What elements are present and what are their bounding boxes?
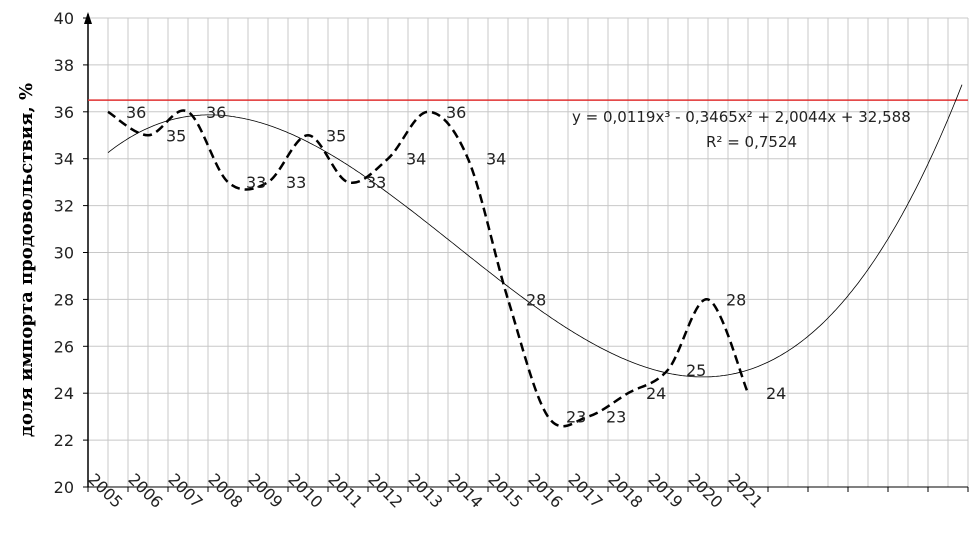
y-tick-label: 36 <box>54 103 74 122</box>
data-label: 35 <box>326 126 346 145</box>
x-tick-label: 2021 <box>724 470 766 512</box>
data-label: 34 <box>486 150 506 169</box>
trend-equation: y = 0,0119x³ - 0,3465x² + 2,0044x + 32,5… <box>572 108 911 126</box>
y-tick-label: 34 <box>54 150 74 169</box>
data-label: 24 <box>766 384 786 403</box>
x-tick-label: 2008 <box>204 470 246 512</box>
x-tick-label: 2018 <box>604 470 646 512</box>
data-label: 25 <box>686 361 706 380</box>
data-label: 24 <box>646 384 666 403</box>
y-tick-label: 32 <box>54 197 74 216</box>
data-label: 36 <box>206 103 226 122</box>
plot: 2022242628303234363840200520062007200820… <box>54 9 969 512</box>
series-line <box>107 109 750 428</box>
data-label: 23 <box>566 408 586 427</box>
x-tick-label: 2020 <box>684 470 726 512</box>
data-label: 28 <box>526 290 546 309</box>
x-tick-label: 2006 <box>124 470 166 512</box>
y-tick-label: 26 <box>54 337 74 356</box>
data-label: 36 <box>126 103 146 122</box>
y-tick-label: 28 <box>54 290 74 309</box>
data-label: 33 <box>286 173 306 192</box>
x-tick-label: 2014 <box>444 470 486 512</box>
data-label: 33 <box>366 173 386 192</box>
y-axis-arrow <box>84 12 92 24</box>
data-label: 34 <box>406 150 426 169</box>
y-tick-label: 22 <box>54 431 74 450</box>
data-label: 23 <box>606 408 626 427</box>
y-tick-label: 38 <box>54 56 74 75</box>
y-tick-label: 40 <box>54 9 74 28</box>
x-tick-label: 2015 <box>484 470 526 512</box>
x-tick-label: 2005 <box>84 470 126 512</box>
data-label: 33 <box>246 173 266 192</box>
y-axis-label: доля импорта продовольствия, % <box>16 83 37 437</box>
x-tick-label: 2010 <box>284 470 326 512</box>
trendline <box>107 84 963 378</box>
x-tick-label: 2019 <box>644 470 686 512</box>
x-tick-label: 2017 <box>564 470 606 512</box>
x-tick-label: 2013 <box>404 470 446 512</box>
data-label: 36 <box>446 103 466 122</box>
y-tick-label: 30 <box>54 244 74 263</box>
data-label: 28 <box>726 290 746 309</box>
y-tick-label: 24 <box>54 384 74 403</box>
x-tick-label: 2016 <box>524 470 566 512</box>
x-tick-label: 2011 <box>324 470 366 512</box>
y-tick-label: 20 <box>54 478 74 497</box>
x-tick-label: 2009 <box>244 470 286 512</box>
data-label: 35 <box>166 126 186 145</box>
x-tick-label: 2012 <box>364 470 406 512</box>
x-tick-label: 2007 <box>164 470 206 512</box>
trend-r2: R² = 0,7524 <box>706 133 797 151</box>
